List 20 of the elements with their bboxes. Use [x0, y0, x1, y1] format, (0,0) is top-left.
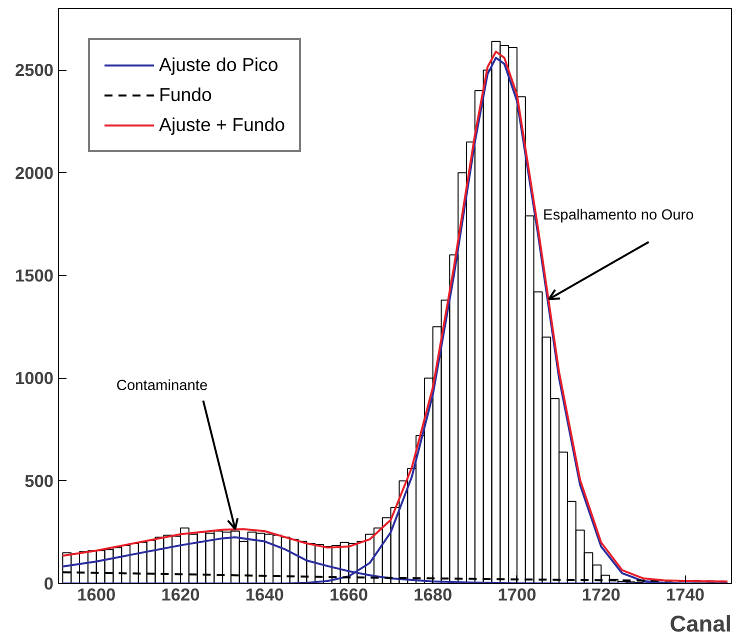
x-tick-label: 1660	[329, 584, 368, 604]
y-tick-label: 2500	[14, 60, 54, 80]
x-tick-label: 1640	[245, 584, 284, 604]
y-tick-label: 2000	[14, 162, 54, 183]
x-tick-label: 1600	[77, 584, 116, 604]
x-tick-label: 1700	[498, 584, 536, 604]
y-tick-label: 0	[44, 574, 54, 594]
x-tick-label: 1620	[161, 584, 200, 604]
y-tick-label: 1000	[14, 368, 54, 388]
legend-label: Ajuste do Pico	[159, 54, 278, 76]
y-tick-label: 500	[24, 470, 54, 491]
legend-label: Fundo	[159, 84, 212, 106]
x-tick-label: 1720	[582, 584, 620, 604]
annotation: Espalhamento no Ouro	[543, 208, 694, 224]
annotation: Contaminante	[116, 378, 208, 394]
x-tick-label: 1740	[666, 584, 705, 604]
x-axis-title: Canal	[670, 610, 732, 636]
legend-label: Ajuste + Fundo	[159, 114, 286, 136]
y-tick-label: 1500	[14, 265, 54, 286]
x-tick-label: 1680	[414, 584, 452, 604]
